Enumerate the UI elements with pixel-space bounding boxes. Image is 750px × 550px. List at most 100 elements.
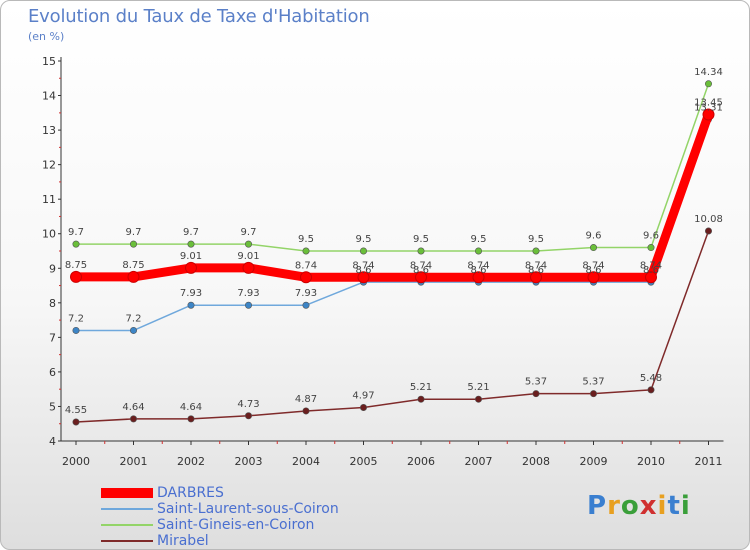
data-point	[702, 108, 715, 121]
data-point	[589, 244, 597, 252]
data-point	[127, 270, 140, 283]
data-label: 8.6	[471, 265, 487, 276]
data-point	[530, 271, 542, 284]
legend-label: Saint-Laurent-sous-Coiron	[157, 501, 339, 517]
data-label: 8.6	[356, 265, 372, 276]
data-point	[185, 261, 197, 274]
chart-title: Evolution du Taux de Taxe d'Habitation	[28, 6, 370, 27]
x-tick-label: 2002	[177, 455, 205, 468]
data-point	[130, 240, 138, 248]
data-label: 8.6	[413, 265, 429, 276]
data-point	[187, 240, 195, 248]
data-point	[589, 390, 597, 398]
data-label: 5.37	[525, 377, 547, 388]
data-label: 9.7	[183, 227, 199, 238]
data-label: 8.74	[640, 260, 662, 271]
data-label: 4.87	[295, 394, 317, 405]
data-point	[472, 271, 485, 284]
data-point	[70, 270, 82, 283]
data-point	[532, 247, 540, 255]
data-point	[417, 395, 425, 403]
y-tick-label: 11	[42, 193, 56, 206]
x-tick-label: 2008	[522, 455, 550, 468]
data-label: 9.7	[126, 227, 142, 238]
data-label: 9.5	[413, 234, 429, 245]
y-tick-label: 4	[49, 435, 56, 448]
data-label: 9.01	[180, 251, 202, 262]
series-line-darbres	[71, 110, 713, 282]
data-point	[187, 301, 195, 309]
data-point	[72, 240, 80, 248]
legend-label: DARBRES	[157, 485, 224, 501]
data-label: 8.6	[528, 265, 544, 276]
data-label: 7.93	[180, 288, 202, 299]
data-label: 13.45	[694, 98, 723, 109]
data-label: 9.7	[241, 227, 257, 238]
x-tick-label: 2006	[407, 455, 435, 468]
data-label: 9.6	[586, 231, 602, 242]
data-label: 4.97	[352, 390, 374, 401]
logo-letter: i	[680, 491, 691, 521]
chart-subtitle: (en %)	[28, 30, 65, 43]
data-point	[245, 301, 253, 309]
data-label: 9.7	[68, 227, 84, 238]
data-label: 8.75	[122, 260, 144, 271]
data-label: 8.74	[525, 260, 547, 271]
y-tick-label: 14	[42, 90, 56, 103]
data-point	[647, 386, 655, 394]
y-tick-label: 7	[49, 331, 56, 344]
data-point	[357, 271, 370, 284]
y-tick-label: 13	[42, 124, 56, 137]
data-point	[359, 403, 367, 411]
y-tick-label: 10	[42, 228, 56, 241]
x-tick-label: 2009	[580, 455, 608, 468]
data-label: 7.2	[126, 313, 142, 324]
data-label: 5.37	[582, 377, 604, 388]
y-tick-label: 12	[42, 159, 56, 172]
data-label: 4.55	[65, 405, 87, 416]
data-label: 13.31	[694, 102, 723, 113]
y-tick-label: 6	[49, 366, 56, 379]
data-label: 5.21	[467, 382, 489, 393]
data-label: 7.93	[237, 288, 259, 299]
data-label: 9.5	[356, 234, 372, 245]
y-tick-label: 15	[42, 55, 56, 68]
legend-label: Mirabel	[157, 533, 209, 549]
data-label: 8.74	[352, 260, 374, 271]
logo-letter: t	[667, 491, 681, 521]
x-tick-label: 2001	[120, 455, 148, 468]
data-point	[532, 390, 540, 398]
data-point	[415, 271, 427, 284]
data-label: 9.5	[528, 234, 544, 245]
data-point	[302, 407, 310, 415]
data-point	[302, 301, 310, 309]
x-tick-label: 2005	[350, 455, 378, 468]
data-label: 9.01	[237, 251, 259, 262]
data-label: 7.93	[295, 288, 317, 299]
logo-letter: r	[607, 491, 621, 521]
legend-swatch	[101, 524, 153, 526]
x-tick-label: 2003	[235, 455, 263, 468]
data-label: 10.08	[694, 214, 723, 225]
data-label: 4.64	[180, 402, 202, 413]
x-tick-label: 2004	[292, 455, 320, 468]
data-label: 8.74	[410, 260, 432, 271]
x-tick-label: 2011	[695, 455, 723, 468]
data-point	[245, 240, 253, 248]
y-tick-label: 8	[49, 297, 56, 310]
logo-letter: P	[587, 491, 608, 521]
series-line-saint-gineis-en-coiron	[75, 83, 710, 252]
data-point	[474, 395, 482, 403]
legend-label: Saint-Gineis-en-Coiron	[157, 517, 315, 533]
y-tick-label: 5	[49, 400, 56, 413]
data-label: 5.21	[410, 382, 432, 393]
legend-swatch	[101, 488, 153, 498]
data-point	[587, 271, 600, 284]
data-label: 8.74	[467, 260, 489, 271]
data-label: 8.74	[295, 260, 317, 271]
data-label: 4.73	[237, 399, 259, 410]
logo-letter: o	[620, 491, 640, 521]
data-point	[130, 415, 138, 423]
data-label: 9.5	[298, 234, 314, 245]
data-label: 9.6	[643, 231, 659, 242]
